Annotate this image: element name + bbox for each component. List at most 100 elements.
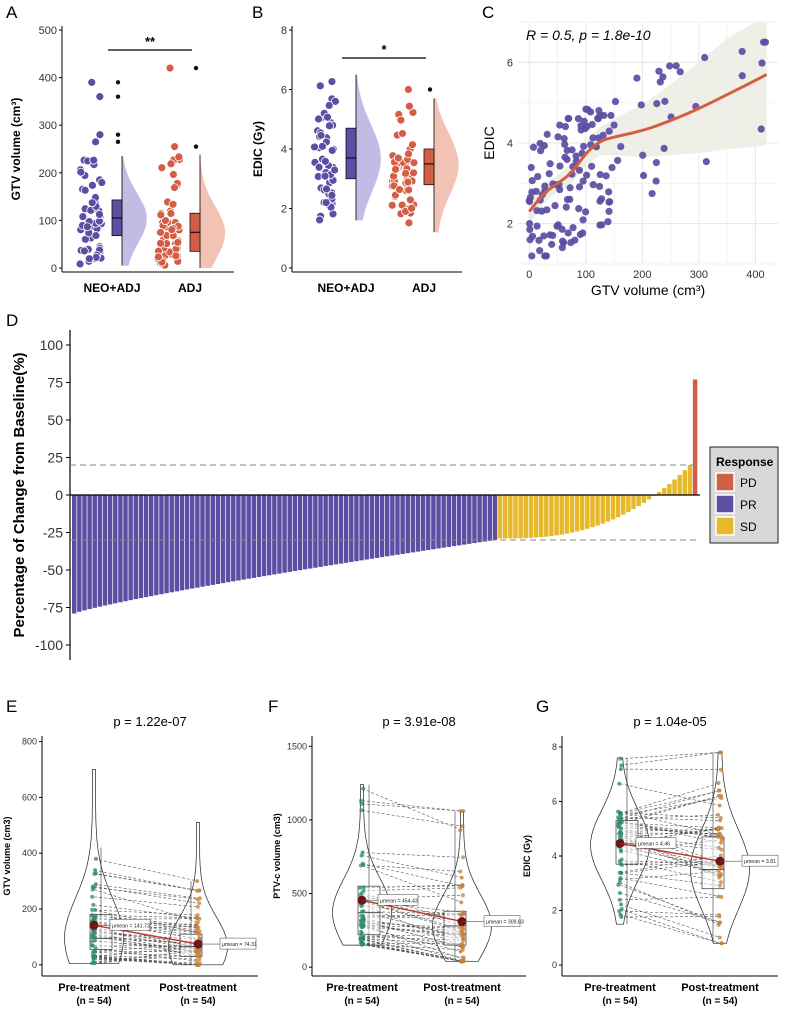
paired-line [361, 944, 463, 962]
data-point [579, 229, 587, 237]
data-point [321, 198, 331, 207]
mean-label-text: μmean = 309.83 [486, 920, 524, 926]
paired-line [361, 803, 463, 812]
data-point [572, 152, 580, 160]
legend-swatch [715, 472, 735, 492]
data-point [93, 856, 98, 861]
waterfall-bar [169, 495, 174, 593]
x-tick-label: 100 [577, 269, 595, 281]
data-point [617, 897, 622, 902]
panel-c-chart: 0 100 200 300 400 2 4 6 GTV volume (cm³) EDIC R = … [481, 21, 778, 298]
data-point [648, 189, 656, 198]
data-point [582, 171, 591, 179]
data-point [195, 879, 200, 884]
data-point [314, 114, 323, 124]
paired-line [619, 790, 721, 815]
data-point [401, 168, 411, 178]
data-point [619, 906, 624, 911]
paired-line [619, 871, 721, 880]
waterfall-bar [333, 495, 339, 565]
waterfall-bar [692, 379, 698, 495]
panel-e-chart: 0 200 400 600 800 GTV volume (cm3) p = 1.22e-0… [2, 714, 258, 1007]
waterfall-bar [246, 495, 251, 579]
x-tick-label: Pre-treatment [58, 982, 130, 994]
data-point [596, 197, 604, 205]
x-tick-label: Post-treatment [423, 982, 501, 994]
data-point [157, 163, 167, 173]
paired-line [361, 942, 463, 962]
paired-line [93, 883, 199, 899]
waterfall-bar [415, 495, 421, 552]
paired-line [93, 873, 199, 891]
data-point [320, 171, 330, 181]
waterfall-bar [261, 495, 267, 577]
y-tick-label: 8 [281, 25, 287, 37]
paired-line [361, 852, 463, 858]
waterfall-bar [143, 495, 149, 598]
waterfall-bar [626, 495, 631, 512]
data-point [358, 885, 363, 890]
data-point [757, 125, 765, 133]
data-point [361, 863, 366, 868]
y-tick-label: 800 [22, 737, 37, 747]
data-point [676, 68, 684, 76]
data-point [718, 750, 723, 755]
data-point [717, 914, 722, 919]
waterfall-bar [328, 495, 333, 566]
data-point [314, 162, 324, 172]
waterfall-bar [364, 495, 369, 560]
data-point [738, 72, 746, 80]
waterfall-bar [605, 495, 611, 522]
y-tick-label: 300 [39, 120, 57, 132]
waterfall-bar [184, 495, 190, 590]
waterfall-bar [641, 495, 646, 503]
waterfall-bar [118, 495, 123, 603]
waterfall-bar [338, 495, 344, 564]
data-point [395, 185, 404, 194]
data-point [619, 833, 624, 838]
data-point [528, 232, 537, 240]
outlier-marker [115, 80, 121, 85]
data-point [458, 869, 463, 874]
paired-line [619, 811, 721, 835]
paired-line [619, 782, 721, 814]
y-tick-label: 400 [22, 848, 37, 858]
waterfall-bar [102, 495, 108, 606]
data-point [532, 187, 540, 195]
x-tick-count: (n = 54) [76, 996, 111, 1007]
x-tick-count: (n = 54) [344, 996, 379, 1007]
data-point [525, 219, 534, 228]
waterfall-bar [549, 495, 554, 537]
data-point [582, 208, 590, 216]
data-point [405, 195, 415, 205]
legend-label: PR [740, 498, 757, 512]
significance-label: ** [145, 34, 156, 49]
waterfall-bar [564, 495, 570, 534]
panel-g-chart: 0 2 4 6 8 EDIC (Gy) p = 1.04e-05 μmean = 4.46 μm… [522, 714, 779, 1007]
y-tick-label: 0 [302, 962, 307, 972]
paired-line [619, 795, 721, 822]
paired-line [361, 933, 463, 937]
waterfall-bar [436, 495, 441, 549]
x-tick-label: ADJ [412, 281, 436, 295]
waterfall-bar [138, 495, 144, 599]
data-point [543, 206, 551, 214]
panel-label-f: F [268, 697, 278, 716]
waterfall-bar [113, 495, 118, 604]
paired-line [93, 955, 199, 960]
data-point [359, 808, 364, 813]
data-point [527, 163, 535, 172]
data-point [461, 912, 466, 917]
data-point [637, 101, 645, 109]
y-axis-title: EDIC (Gy) [251, 121, 265, 177]
data-point [161, 216, 170, 225]
waterfall-bar [523, 495, 528, 539]
waterfall-bar [385, 495, 390, 557]
data-point [461, 938, 466, 943]
data-point [170, 183, 179, 193]
paired-line [619, 752, 721, 760]
data-point [173, 238, 183, 247]
data-point [717, 875, 722, 880]
data-point [359, 941, 364, 946]
